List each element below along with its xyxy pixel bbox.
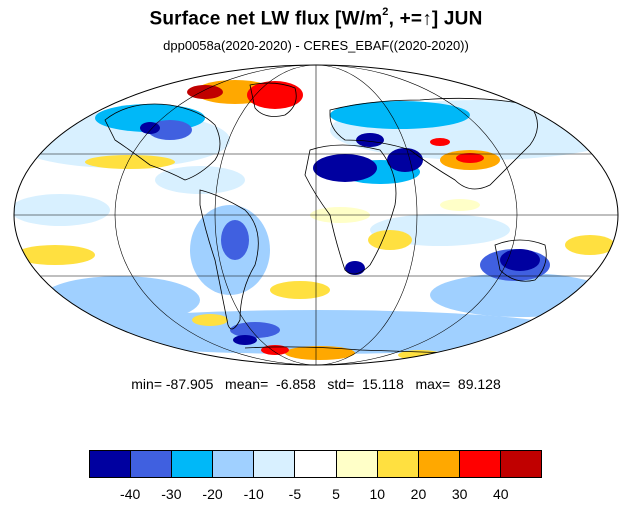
field-n-pacific-yellow <box>85 155 175 169</box>
colorbar-label: 40 <box>493 486 509 502</box>
coast-north-america <box>104 103 221 181</box>
stat-min: -87.905 <box>165 376 214 392</box>
colorbar-label: 10 <box>369 486 386 502</box>
field-s-pacific <box>40 276 200 324</box>
coast-eurasia <box>329 97 538 190</box>
field-patagonia <box>230 322 280 338</box>
coast-greenland <box>249 82 297 117</box>
region-australia <box>500 249 540 271</box>
region-arabia <box>387 148 423 172</box>
field-w-pacific-yellow <box>565 235 615 255</box>
stat-std: 15.118 <box>362 376 404 392</box>
stat-mean-label: mean= <box>225 376 269 392</box>
field-s-atlantic-yellow <box>270 281 330 299</box>
colorbar-box <box>459 451 501 477</box>
colorbar-label: -5 <box>288 486 302 502</box>
field-chile-yellow <box>192 314 228 326</box>
colorbar-box <box>418 451 460 477</box>
region-mediterranean <box>356 133 384 147</box>
colorbar-label: -20 <box>202 486 223 502</box>
field-e-africa-yellow <box>368 230 412 250</box>
colorbar <box>89 450 542 478</box>
region-southern-africa <box>345 261 365 275</box>
colorbar-label: 5 <box>332 486 340 502</box>
colorbar-label: 20 <box>410 486 427 502</box>
colorbar-box <box>213 451 255 477</box>
field-europe <box>330 101 470 129</box>
region-sahara <box>313 154 377 182</box>
region-greenland <box>247 81 303 109</box>
colorbar-box <box>131 451 173 477</box>
colorbar-box <box>172 451 214 477</box>
field-s-pacific-yellow <box>15 245 95 265</box>
colorbar-box <box>254 451 296 477</box>
region-canada-core <box>140 122 160 134</box>
region-tibet <box>456 153 484 163</box>
region-arctic-dark <box>187 85 223 99</box>
meridian-120 <box>114 65 518 365</box>
field-e-pacific <box>14 194 110 226</box>
region-iran <box>430 138 450 146</box>
colorbar-box <box>336 451 378 477</box>
colorbar-box <box>295 451 337 477</box>
field-caribbean <box>155 166 245 194</box>
meridian-60 <box>214 65 418 365</box>
colorbar-box <box>90 451 132 477</box>
field-bay-bengal <box>440 199 480 211</box>
colorbar-box <box>500 451 542 477</box>
coast-south-america <box>199 189 259 330</box>
up-arrow-icon: ↑ <box>422 8 432 30</box>
coast-australia <box>494 239 547 282</box>
colorbar-box <box>377 451 419 477</box>
region-drake <box>233 335 257 345</box>
map-outline <box>13 64 619 366</box>
stat-min-label: min= <box>131 376 162 392</box>
colorbar-label: 30 <box>451 486 468 502</box>
colorbar-label: -40 <box>120 486 141 502</box>
stat-max-label: max= <box>415 376 451 392</box>
page-title: Surface net LW flux [W/m2, +=↑] JUN <box>149 6 483 30</box>
subtitle: dpp0058a(2020-2020) - CERES_EBAF((2020-2… <box>163 38 469 53</box>
field-amazon <box>221 220 249 260</box>
field-canada <box>148 120 192 140</box>
graticule <box>14 65 618 365</box>
region-weddell <box>285 346 355 360</box>
stat-std-label: std= <box>327 376 355 392</box>
colorbar-label: -10 <box>243 486 264 502</box>
colorbar-labels: -40 -30 -20 -10 -5 5 10 20 30 40 <box>0 486 632 504</box>
stat-mean: -6.858 <box>276 376 316 392</box>
stat-max: 89.128 <box>457 376 501 392</box>
stats-line: min= -87.905 mean= -6.858 std= 15.118 ma… <box>0 376 632 392</box>
colorbar-label: -30 <box>161 486 182 502</box>
